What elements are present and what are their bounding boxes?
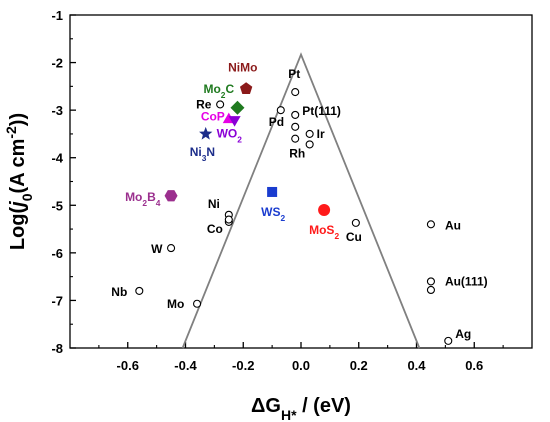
x-tick-label: 0.0 — [292, 358, 310, 373]
marker-wo2 — [228, 116, 241, 127]
label-rh: Rh — [289, 147, 305, 161]
label-w: W — [151, 242, 163, 256]
label-ni: Ni — [208, 197, 220, 211]
label-pt-111: Pt(111) — [302, 104, 341, 118]
label-nimo: NiMo — [228, 61, 257, 75]
y-tick-label: -6 — [51, 246, 63, 261]
label-ws2: WS2 — [261, 205, 285, 223]
marker-mo2c — [230, 100, 245, 115]
x-tick-label: -0.6 — [117, 358, 139, 373]
marker-ws2 — [267, 186, 278, 197]
label-ag: Ag — [455, 327, 471, 341]
x-axis: -0.6 -0.4 -0.2 0.0 0.2 0.4 0.6 — [98, 342, 504, 373]
point-pd — [276, 106, 285, 115]
point-ir — [305, 129, 314, 138]
y-tick-label: -8 — [51, 341, 63, 356]
marker-mo2b4 — [164, 190, 178, 202]
extra-points — [224, 122, 435, 295]
marker-ni3n — [199, 126, 213, 140]
label-ni3n: Ni3N — [190, 145, 215, 163]
label-mos2: MoS2 — [309, 223, 339, 241]
label-cop: CoP — [201, 110, 225, 124]
label-nb: Nb — [111, 285, 127, 299]
x-axis-label: ΔGH* / (eV) — [251, 395, 351, 422]
point-w — [167, 244, 176, 253]
y-tick-label: -1 — [51, 8, 63, 23]
label-cu: Cu — [346, 230, 362, 244]
point-unlabeled — [426, 285, 435, 295]
y-axis-label: Log(j0(A cm-2)) — [3, 113, 35, 250]
point-re — [216, 100, 225, 109]
point-au — [426, 220, 435, 229]
y-tick-label: -3 — [51, 103, 63, 118]
point-unlabeled — [291, 122, 300, 131]
x-tick-label: -0.2 — [232, 358, 254, 373]
x-tick-label: 0.4 — [407, 358, 426, 373]
point-unlabeled — [305, 140, 314, 149]
point-unlabeled — [224, 215, 233, 224]
label-pt: Pt — [288, 67, 300, 81]
plot-frame — [69, 14, 533, 349]
volcano-line — [181, 52, 421, 349]
marker-nimo — [239, 82, 253, 94]
x-tick-label: -0.4 — [174, 358, 197, 373]
label-mo: Mo — [167, 297, 184, 311]
marker-mos2 — [318, 204, 331, 217]
point-pt — [291, 88, 300, 97]
point-nb — [135, 286, 144, 295]
y-axis: -8 -7 -6 -5 -4 -3 -2 -1 — [51, 8, 76, 356]
x-tick-label: 0.6 — [465, 358, 483, 373]
point-mo — [193, 299, 202, 308]
point-au-111 — [426, 277, 435, 286]
label-au-111: Au(111) — [445, 274, 488, 288]
label-mo2c: Mo2C — [203, 82, 234, 100]
label-co: Co — [207, 222, 223, 236]
label-re: Re — [196, 97, 212, 111]
point-cu — [351, 218, 360, 227]
point-rh — [291, 134, 300, 143]
y-tick-label: -7 — [51, 293, 63, 308]
point-pt-111 — [291, 110, 300, 119]
y-tick-label: -2 — [51, 56, 63, 71]
metal-points: Pt Pt(111) Pd Re Ir Rh Ni Co W Nb Mo Cu Au Au(111) Ag — [111, 67, 488, 345]
label-pd: Pd — [269, 115, 284, 129]
label-wo2: WO2 — [217, 127, 243, 145]
y-tick-label: -4 — [51, 151, 63, 166]
label-mo2b4: Mo2B4 — [125, 190, 161, 208]
y-tick-label: -5 — [51, 198, 63, 213]
point-ag — [444, 336, 453, 345]
x-tick-label: 0.2 — [350, 358, 368, 373]
label-au: Au — [445, 218, 461, 232]
label-ir: Ir — [317, 127, 325, 141]
